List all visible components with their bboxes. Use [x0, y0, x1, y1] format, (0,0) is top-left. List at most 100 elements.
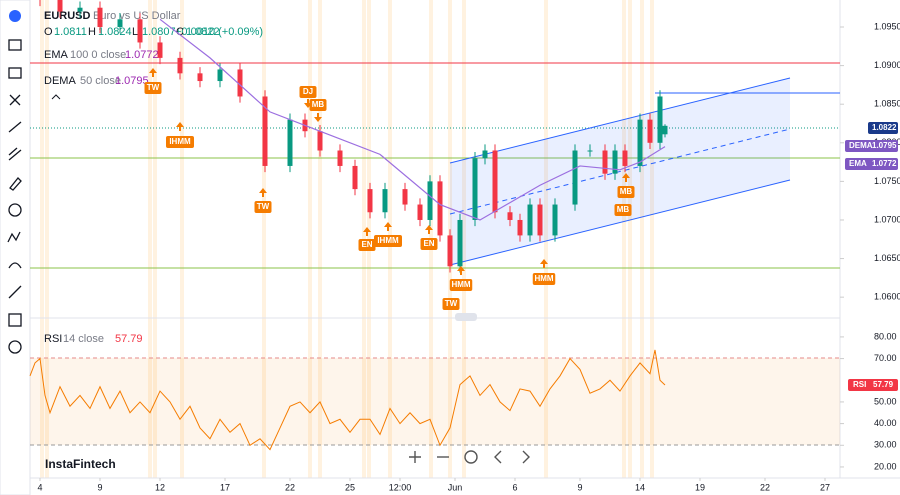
pattern-arrow	[540, 259, 548, 268]
rsi-tick-label: 30.00	[874, 440, 897, 450]
candle-body	[637, 119, 643, 166]
y-tick-label: 1.0650	[874, 253, 900, 263]
pattern-arrow	[457, 266, 465, 275]
pattern-label: EN	[361, 240, 372, 249]
pattern-label: EN	[423, 239, 434, 248]
x-tick-label: 12:00	[389, 482, 412, 492]
session-highlight	[180, 0, 184, 478]
pattern-arrow	[149, 68, 157, 77]
candle-body	[402, 189, 408, 205]
toolbar-icons[interactable]	[7, 10, 22, 354]
pattern-label: TW	[147, 83, 160, 92]
price-tag-value: 1.0795	[872, 141, 897, 150]
x-tick-label: 12	[155, 482, 165, 492]
y-tick-label: 1.0600	[874, 292, 900, 302]
y-tick-label: 1.0950	[874, 21, 900, 31]
candle-body	[367, 189, 373, 213]
rsi-line	[29, 349, 666, 451]
candle-body	[662, 125, 668, 135]
candle-body	[527, 204, 533, 236]
candle-body	[97, 7, 103, 28]
candle-body	[647, 119, 653, 143]
candles	[39, 0, 668, 273]
description: Euro vs US Dollar	[93, 10, 181, 22]
y-tick-label: 1.0700	[874, 214, 900, 224]
price-tag-name: DEMA	[849, 141, 873, 150]
channel-top	[449, 77, 791, 164]
pattern-tag	[254, 201, 272, 213]
candle-body	[262, 96, 268, 166]
pattern-arrow	[314, 113, 322, 122]
candle-body	[137, 19, 143, 43]
rsi-band	[30, 358, 840, 445]
session-highlight	[462, 0, 466, 478]
candle-body	[447, 235, 453, 267]
candle-body	[287, 119, 293, 166]
candle-body	[427, 181, 433, 220]
x-tick-label: 9	[577, 482, 582, 492]
ohlc-value: 1.0822	[186, 26, 220, 38]
pattern-tag	[614, 204, 632, 216]
pattern-arrow	[304, 99, 312, 108]
pattern-arrow	[425, 225, 433, 234]
pattern-tag	[617, 186, 635, 198]
candle-body	[517, 219, 523, 236]
candle-body	[57, 0, 63, 12]
pattern-tag	[299, 86, 317, 98]
candle-body	[657, 96, 663, 143]
rsi-tick-label: 70.00	[874, 353, 897, 363]
candle-body	[417, 204, 423, 220]
x-tick-label: Jun	[448, 482, 463, 492]
rsi-tick-label: 40.00	[874, 418, 897, 428]
x-tick-label: 27	[820, 482, 830, 492]
indicator-params: 100 0 close	[70, 49, 126, 61]
session-highlight	[153, 0, 157, 478]
x-tick-label: 25	[345, 482, 355, 492]
candle-body	[537, 204, 543, 236]
pattern-label: TW	[445, 299, 458, 308]
pattern-label: IHMM	[169, 137, 191, 146]
legend: EURUSD Euro vs US Dollar +0.0010 (+0.09%…	[44, 10, 263, 471]
rsi-value: 57.79	[115, 333, 143, 345]
y-tick-label: 1.0850	[874, 99, 900, 109]
x-tick-label: 4	[37, 482, 42, 492]
indicator-name: DEMA	[44, 75, 76, 87]
pattern-tag	[420, 238, 438, 250]
candle-body	[602, 150, 608, 174]
pattern-arrow	[363, 227, 371, 236]
pattern-arrow	[384, 222, 392, 231]
price-tag	[845, 158, 898, 170]
indicator-value: 1.0772	[125, 49, 159, 61]
candle-body	[157, 42, 163, 58]
pattern-label: TW	[257, 202, 270, 211]
nav-buttons[interactable]	[409, 450, 530, 464]
candle-body	[492, 150, 498, 213]
price-tag-value: 1.0822	[872, 123, 897, 132]
y-tick-label: 1.0900	[874, 60, 900, 70]
candle-body	[217, 69, 223, 82]
x-tick-label: 9	[97, 482, 102, 492]
rsi-tick-label: 20.00	[874, 461, 897, 471]
candle-body	[622, 150, 628, 166]
pattern-tag	[532, 273, 556, 285]
collapse-button[interactable]	[51, 94, 61, 100]
pane-handle[interactable]	[455, 313, 477, 321]
rsi-tag-name: RSI	[853, 380, 866, 389]
candle-body	[352, 165, 358, 190]
session-highlight	[628, 0, 632, 478]
session-highlight	[318, 0, 322, 478]
pattern-arrow	[259, 188, 267, 197]
ohlc-value: 1.0811	[54, 26, 87, 38]
candle-body	[482, 150, 488, 159]
x-tick-label: 22	[760, 482, 770, 492]
rsi-params: 14 close	[63, 333, 104, 345]
symbol: EURUSD	[44, 10, 91, 22]
ohlc-key: O	[44, 26, 53, 38]
ohlc-key: H	[88, 26, 96, 38]
candle-body	[337, 150, 343, 166]
pattern-label: MB	[617, 205, 630, 214]
session-highlight	[40, 0, 44, 478]
candle-body	[382, 189, 388, 213]
candle-body	[612, 150, 618, 174]
x-tick-label: 14	[635, 482, 645, 492]
